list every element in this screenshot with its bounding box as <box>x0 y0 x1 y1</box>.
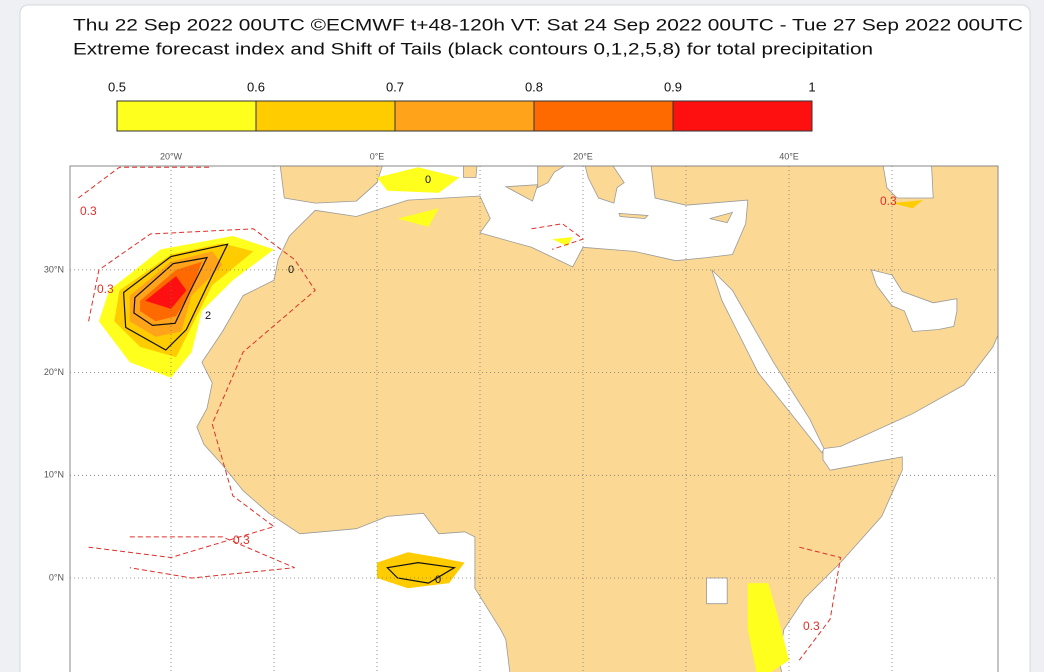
efi-contour <box>88 228 316 559</box>
contour-label: 0 <box>288 264 294 276</box>
map <box>70 166 998 672</box>
lat-label: 0°N <box>49 572 64 582</box>
sardinia <box>463 166 478 178</box>
colorbar-bin <box>255 100 396 132</box>
map-labels: 20°W 0°E 20°E 40°E 30°N 20°N 10°N 0°N 0.3 0.3 0.3 0… <box>44 151 897 633</box>
persian-gulf <box>870 269 958 332</box>
contour-label: 0.3 <box>880 194 897 208</box>
colorbar-tick-label: 0.6 <box>247 79 265 94</box>
sot-contour <box>386 561 457 584</box>
sot-contour <box>133 256 209 327</box>
efi-area <box>747 583 789 672</box>
colorbar: 0.5 0.6 0.7 0.8 0.9 1 <box>108 79 816 132</box>
greece <box>584 166 625 204</box>
efi-area <box>377 552 465 589</box>
lake-victoria <box>706 577 728 605</box>
iberia <box>279 166 383 204</box>
contour-label: 0 <box>425 174 431 186</box>
efi-shading <box>98 167 923 672</box>
efi-contours <box>78 166 842 661</box>
colorbar-bin <box>394 100 535 132</box>
sicily <box>504 184 539 202</box>
efi-contour <box>78 166 213 199</box>
colorbar-bin <box>116 100 257 132</box>
red-sea <box>711 269 825 454</box>
efi-contour <box>531 223 585 250</box>
lat-label: 30°N <box>44 264 64 274</box>
contour-label: 2 <box>205 310 211 322</box>
cyprus <box>709 211 734 224</box>
title-line: Thu 22 Sep 2022 00UTC ©ECMWF t+48-120h V… <box>73 15 1023 34</box>
title-line: Extreme forecast index and Shift of Tail… <box>73 39 873 58</box>
efi-area <box>892 200 923 209</box>
colorbar-bin <box>672 100 813 132</box>
colorbar-bin <box>533 100 674 132</box>
colorbar-tick-label: 0.7 <box>386 79 404 94</box>
efi-contour <box>129 536 295 579</box>
lon-label: 40°E <box>779 151 799 161</box>
lat-label: 20°N <box>44 367 64 377</box>
lat-label: 10°N <box>44 470 64 480</box>
efi-area <box>397 208 439 227</box>
land <box>196 166 998 672</box>
graticule <box>70 166 998 672</box>
colorbar-tick-label: 1 <box>808 79 815 94</box>
efi-contour <box>798 546 842 661</box>
caspian-sea <box>882 166 934 199</box>
italy <box>537 166 566 189</box>
contour-label: 0.3 <box>97 282 114 296</box>
contour-label: 0.3 <box>803 619 820 633</box>
sot-contour <box>122 243 229 351</box>
colorbar-tick-label: 0.8 <box>525 79 543 94</box>
colorbar-tick-label: 0.9 <box>664 79 682 94</box>
contour-label: 0 <box>435 574 441 586</box>
map-frame <box>69 165 999 672</box>
lon-label: 20°W <box>160 151 183 161</box>
colorbar-tick-label: 0.5 <box>108 79 126 94</box>
efi-area <box>145 276 187 309</box>
efi-area <box>377 167 460 193</box>
contour-label: 0.3 <box>80 204 97 218</box>
contour-label: 0.3 <box>233 533 250 547</box>
crete <box>618 212 649 220</box>
lon-label: 0°E <box>370 151 385 161</box>
continent <box>196 166 998 672</box>
lon-label: 20°E <box>573 151 593 161</box>
